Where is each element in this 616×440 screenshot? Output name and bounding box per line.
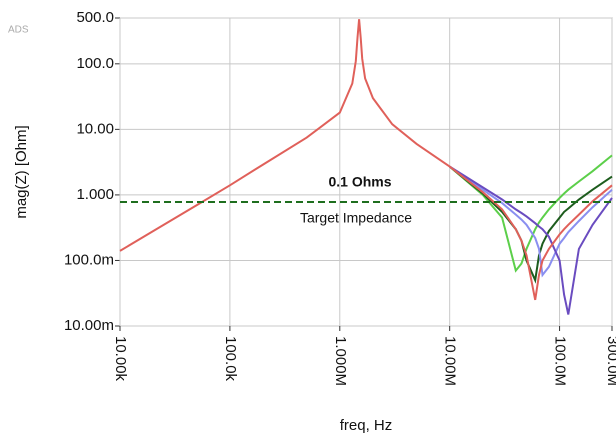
y-tick-label: 1.000 — [76, 186, 114, 203]
x-tick-label: 100.0M — [552, 336, 569, 386]
y-tick-label: 100.0 — [76, 55, 114, 72]
y-tick-label: 10.00 — [76, 120, 114, 137]
series-line — [119, 19, 613, 301]
annotation: Target Impedance — [300, 210, 412, 226]
y-tick-label: 10.00m — [64, 317, 114, 334]
x-tick-label: 10.00M — [442, 336, 459, 386]
y-tick-label: 100.0m — [64, 251, 114, 268]
series-line — [449, 165, 613, 278]
x-axis-label: freq, Hz — [340, 417, 393, 434]
x-tick-label: 300.0M — [604, 336, 616, 386]
series-line — [449, 154, 613, 273]
x-tick-label: 10.00k — [112, 336, 129, 382]
annotation: 0.1 Ohms — [328, 174, 391, 190]
y-tick-label: 500.0 — [76, 9, 114, 26]
series-line — [449, 165, 613, 315]
watermark: ADS — [8, 25, 29, 36]
y-axis-label: mag(Z) [Ohm] — [13, 125, 30, 218]
x-tick-label: 100.0k — [222, 336, 239, 382]
x-tick-label: 1.000M — [332, 336, 349, 386]
